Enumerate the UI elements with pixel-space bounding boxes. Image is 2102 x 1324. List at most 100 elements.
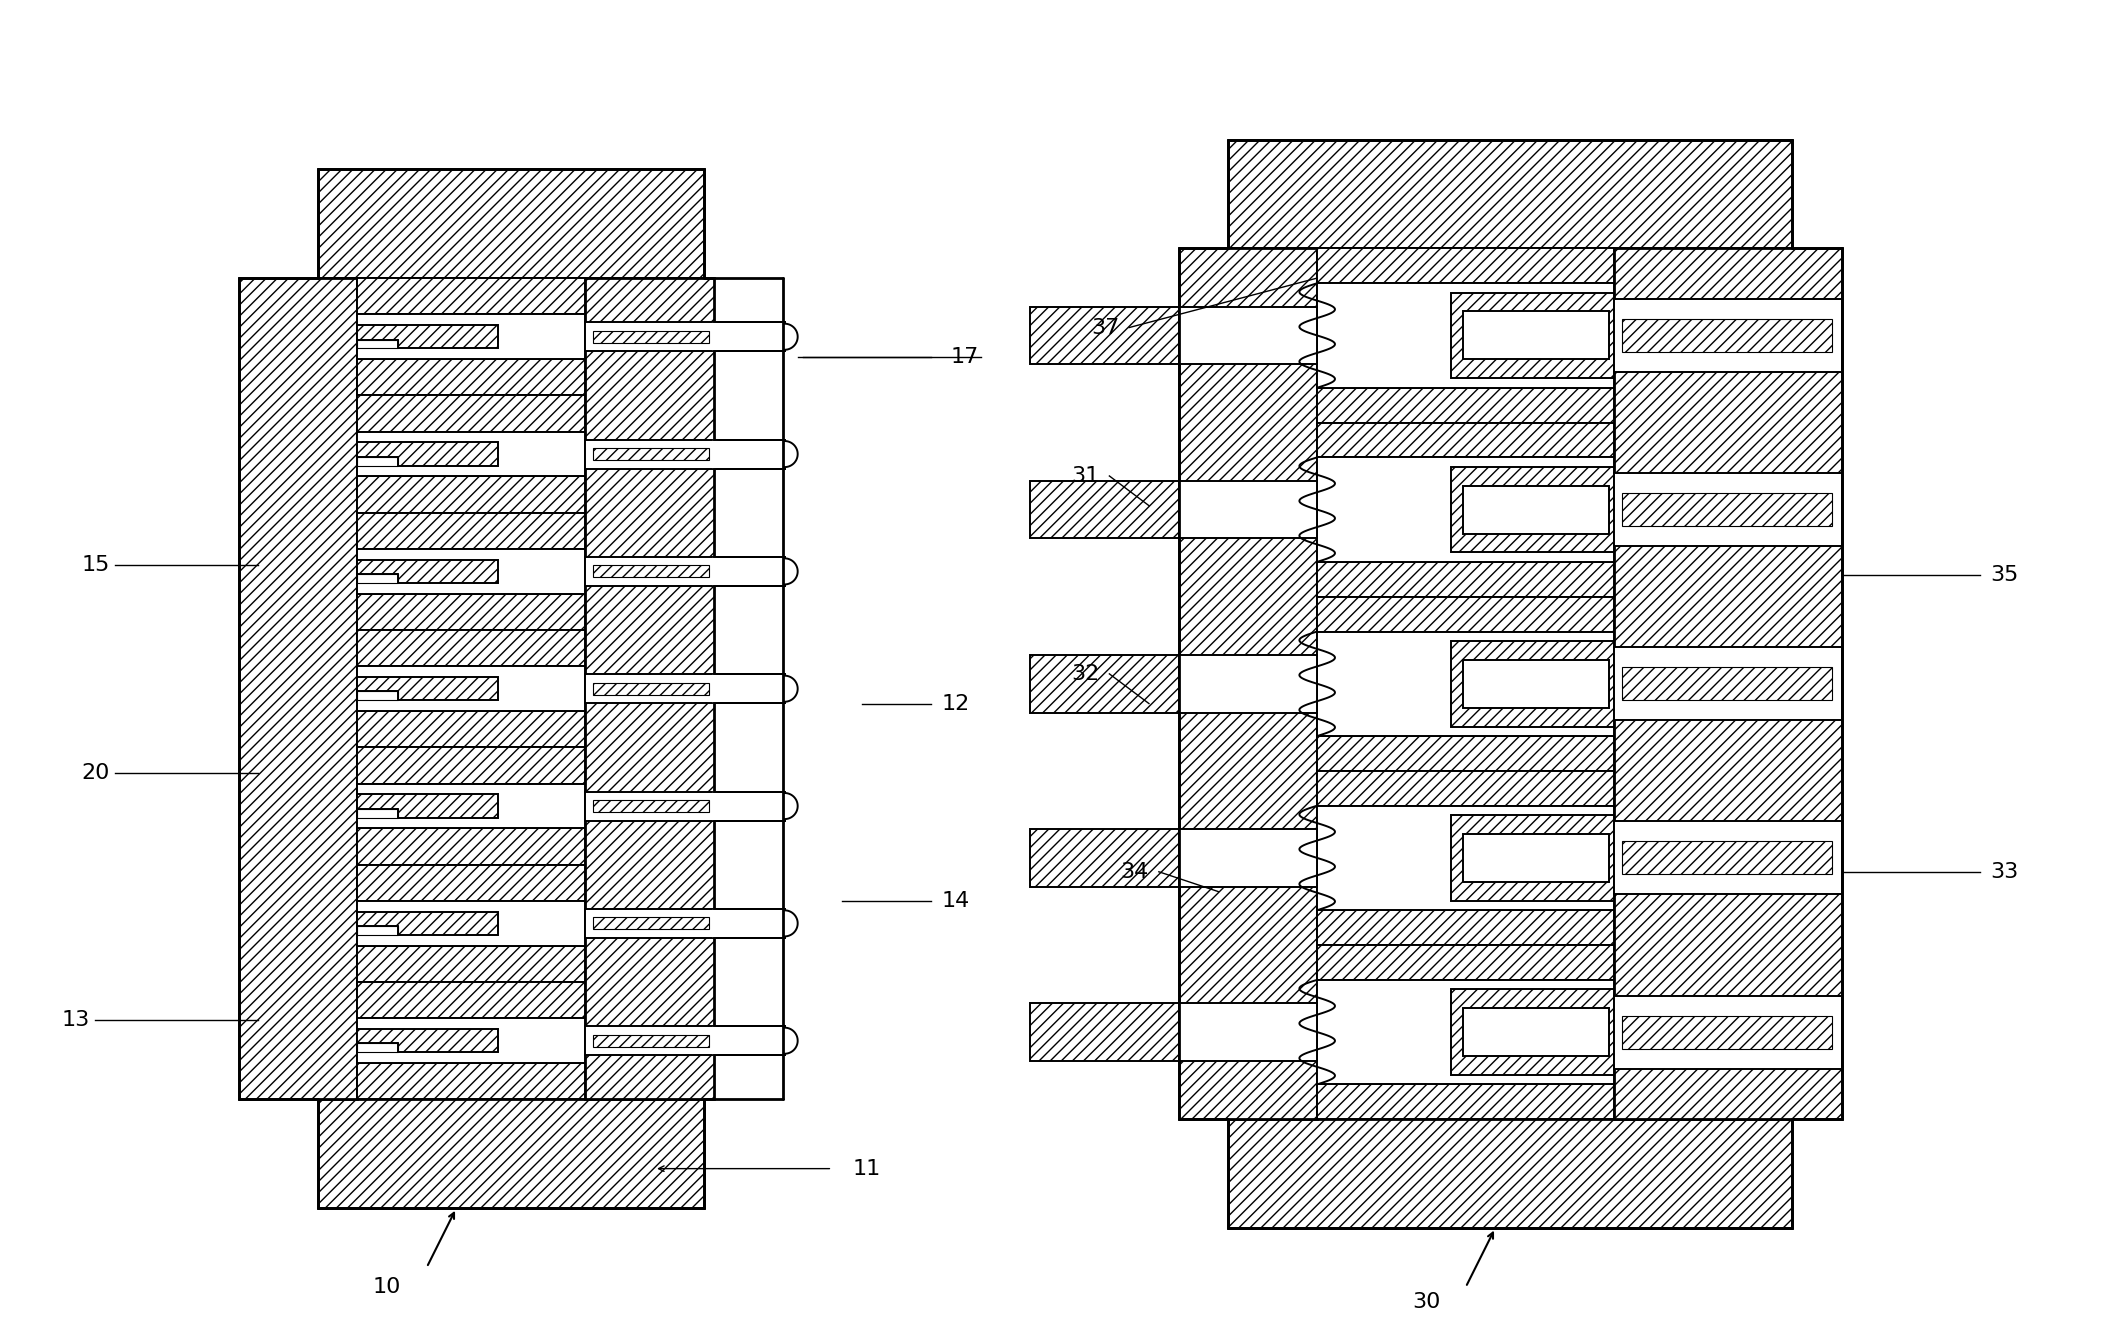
Bar [317,169,704,278]
Text: 11: 11 [851,1158,881,1178]
Bar [357,512,584,549]
Polygon shape [713,674,797,703]
Bar [1030,829,1179,887]
Bar [357,477,584,512]
Bar [1318,561,1614,597]
Text: 31: 31 [1072,466,1099,486]
Bar [713,908,784,937]
Text: 17: 17 [950,347,980,367]
Bar [357,666,584,711]
Bar [1614,473,1841,547]
Bar [1318,457,1614,561]
Bar [1030,307,1179,364]
Bar [357,575,397,583]
Bar [1030,481,1179,539]
Bar [357,396,584,432]
Bar [713,1026,784,1055]
Bar [1179,307,1318,364]
Bar [357,794,498,818]
Bar [713,792,784,821]
Polygon shape [713,1026,797,1055]
Bar [357,457,397,466]
Polygon shape [713,322,797,351]
Bar [1318,249,1614,283]
Bar [357,1043,397,1053]
Bar [357,829,584,865]
Bar [1318,980,1614,1084]
Bar [713,557,784,587]
Bar [1179,249,1318,1119]
Bar [1623,667,1831,700]
Bar [593,331,708,343]
Bar [1228,1119,1793,1227]
Bar [713,440,784,469]
Bar [1463,486,1610,534]
Text: 12: 12 [942,694,969,714]
Bar [357,359,584,396]
Bar [1623,319,1831,352]
Text: 30: 30 [1413,1292,1440,1312]
Bar [1179,655,1318,712]
Bar [357,314,584,359]
Bar [593,448,708,461]
Bar [1318,283,1614,388]
Bar [357,432,584,477]
Bar [1463,1008,1610,1057]
Bar [593,1034,708,1047]
Bar [1318,388,1614,422]
Bar [357,326,498,348]
Bar [1318,771,1614,806]
Polygon shape [713,792,797,821]
Bar [1179,829,1318,887]
Bar [1228,139,1793,249]
Bar [357,945,584,982]
Polygon shape [713,440,797,469]
Bar [1318,422,1614,457]
Bar [1450,293,1614,379]
Text: 32: 32 [1072,663,1099,685]
Bar [1318,632,1614,736]
Bar [1623,1016,1831,1049]
Text: 13: 13 [61,1010,90,1030]
Bar [1614,821,1841,895]
Text: 34: 34 [1120,862,1150,882]
Bar [357,278,584,314]
Bar [357,630,584,666]
Bar [357,442,498,466]
Text: 35: 35 [1991,565,2018,585]
Bar [593,565,708,577]
Bar [357,1063,584,1099]
Bar [1623,493,1831,526]
Bar [593,683,708,695]
Bar [1614,299,1841,372]
Bar [357,711,584,747]
Bar [1463,834,1610,882]
Bar [713,322,784,351]
Bar [357,927,397,935]
Bar [357,865,584,902]
Bar [357,982,584,1018]
Text: 37: 37 [1091,318,1118,338]
Bar [713,674,784,703]
Text: 33: 33 [1991,862,2018,882]
Bar [1030,655,1179,712]
Bar [1030,1004,1179,1061]
Bar [584,322,713,351]
Bar [317,1099,704,1209]
Bar [584,278,713,1099]
Bar [357,691,397,700]
Bar [584,792,713,821]
Bar [1318,597,1614,632]
Bar [584,440,713,469]
Bar [1179,1004,1318,1061]
Bar [357,560,498,583]
Bar [357,549,584,593]
Bar [1614,249,1841,1119]
Text: 15: 15 [82,555,109,575]
Bar [357,902,584,945]
Bar [593,918,708,929]
Bar [1614,996,1841,1068]
Bar [1450,641,1614,727]
Bar [357,1029,498,1053]
Bar [1179,481,1318,539]
